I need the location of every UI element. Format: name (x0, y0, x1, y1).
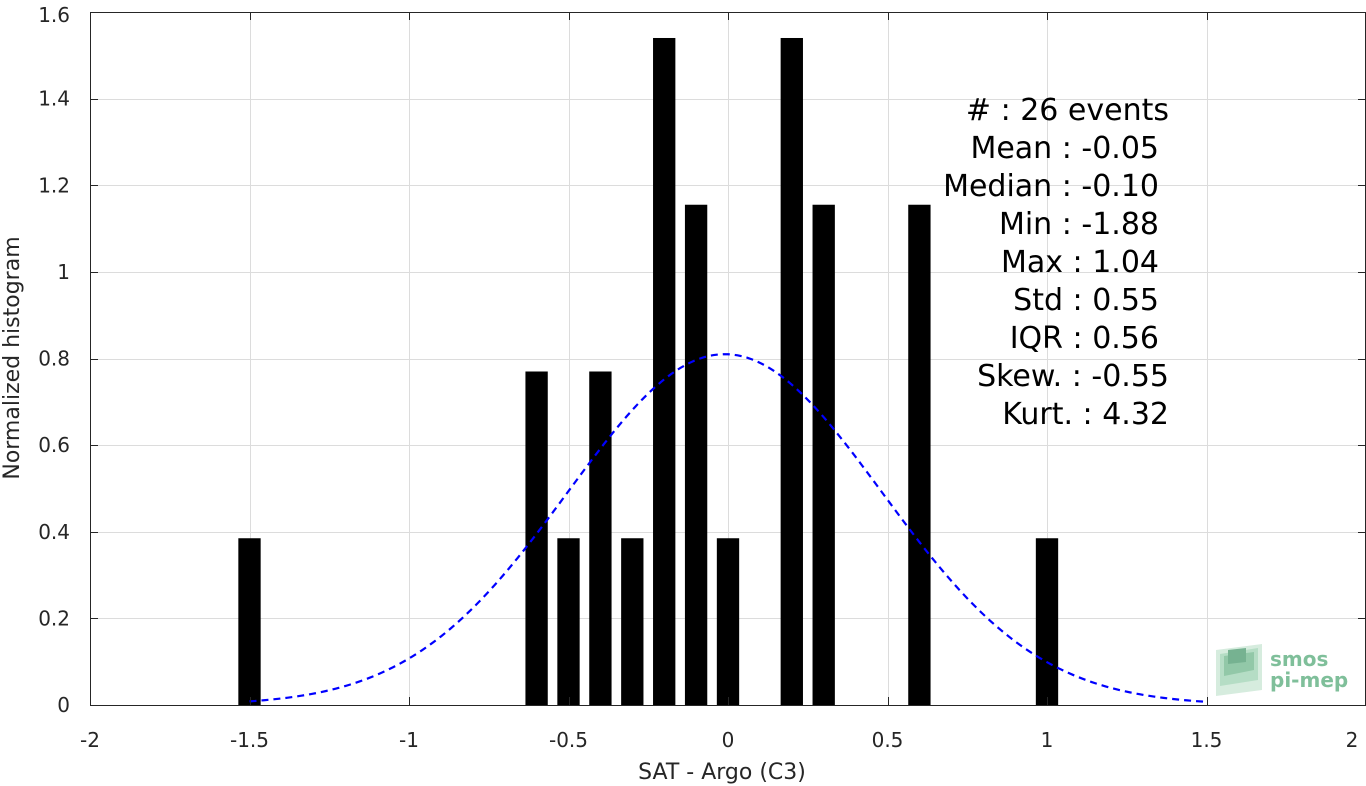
y-tick-label: 0 (57, 693, 70, 717)
bar-3 (589, 371, 612, 705)
bar-8 (780, 37, 803, 706)
logo-icon (1216, 644, 1262, 696)
y-tick-label: 0.2 (38, 606, 70, 630)
x-tick-label: -2 (80, 728, 100, 752)
x-tick-label: 1.5 (1191, 728, 1223, 752)
stats-line-4: Max : 1.04 (1001, 245, 1159, 280)
x-axis-label: SAT - Argo (C3) (638, 760, 806, 785)
bar-6 (684, 204, 708, 705)
bar-1 (525, 371, 548, 705)
x-tick-label: -1 (399, 728, 419, 752)
bar-7 (716, 538, 740, 705)
y-tick-label: 1 (57, 260, 70, 284)
y-tick-label: 0.6 (38, 433, 70, 457)
bar-4 (621, 538, 644, 705)
x-tick-label: 1 (1041, 728, 1054, 752)
y-axis-label: Normalized histogram (0, 236, 25, 479)
stats-line-5: Std : 0.55 (1013, 283, 1159, 318)
bar-2 (557, 538, 580, 705)
x-tick-label: 2 (1346, 728, 1359, 752)
y-tick-label: 0.4 (38, 520, 70, 544)
x-tick-label: 0.5 (872, 728, 904, 752)
y-tick-label: 1.6 (38, 3, 70, 27)
x-tick-labels: -2 -1.5 -1 -0.5 0 0.5 1 1.5 2 (80, 728, 1358, 752)
x-tick-label: 0 (722, 728, 735, 752)
bar-5 (653, 37, 676, 706)
bar-9 (812, 204, 835, 705)
y-tick-labels: 0 0.2 0.4 0.6 0.8 1 1.2 1.4 1.6 (38, 3, 70, 717)
bar-10 (908, 204, 931, 705)
stats-line-0: # : 26 events (966, 93, 1169, 128)
x-tick-label: -1.5 (230, 728, 269, 752)
stats-line-3: Min : -1.88 (999, 207, 1159, 242)
smos-pi-mep-logo: smos pi-mep (1216, 644, 1348, 696)
stats-line-6: IQR : 0.56 (1010, 321, 1159, 356)
stats-line-2: Median : -0.10 (943, 169, 1159, 204)
x-tick-label: -0.5 (549, 728, 588, 752)
normal-fit-curve (249, 353, 1207, 703)
y-tick-label: 1.4 (38, 87, 70, 111)
logo-line-2: pi-mep (1270, 668, 1348, 692)
stats-line-7: Skew. : -0.55 (977, 359, 1169, 394)
bars (238, 37, 1059, 706)
stats-line-1: Mean : -0.05 (970, 131, 1159, 166)
bar-11 (1035, 538, 1059, 705)
ticks (90, 12, 1366, 706)
bar-0 (238, 538, 261, 705)
y-tick-label: 1.2 (38, 173, 70, 197)
stats-line-8: Kurt. : 4.32 (1002, 397, 1169, 432)
logo-line-1: smos (1270, 647, 1328, 671)
y-tick-label: 0.8 (38, 347, 70, 371)
